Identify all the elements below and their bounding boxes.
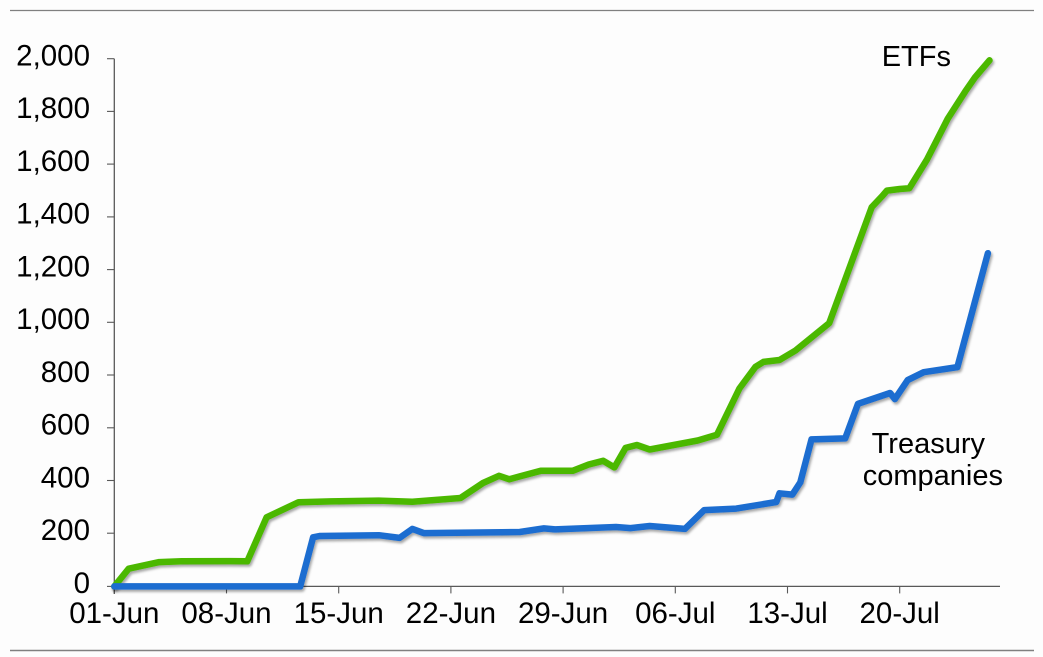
- svg-text:06-Jul: 06-Jul: [635, 597, 715, 630]
- svg-text:08-Jun: 08-Jun: [181, 597, 271, 630]
- svg-text:1,200: 1,200: [16, 250, 90, 283]
- svg-text:2,000: 2,000: [16, 40, 90, 73]
- svg-text:29-Jun: 29-Jun: [518, 597, 608, 630]
- svg-text:Treasury: Treasury: [872, 428, 986, 460]
- svg-text:15-Jun: 15-Jun: [294, 597, 384, 630]
- svg-text:22-Jun: 22-Jun: [406, 597, 496, 630]
- svg-text:1,400: 1,400: [16, 198, 90, 231]
- svg-text:200: 200: [41, 514, 90, 547]
- svg-text:400: 400: [41, 461, 90, 494]
- svg-text:13-Jul: 13-Jul: [747, 597, 827, 630]
- svg-text:ETFs: ETFs: [882, 41, 951, 73]
- svg-text:20-Jul: 20-Jul: [860, 597, 940, 630]
- svg-text:1,800: 1,800: [16, 92, 90, 125]
- svg-text:companies: companies: [863, 460, 1003, 492]
- svg-text:1,600: 1,600: [16, 145, 90, 178]
- svg-text:0: 0: [74, 567, 90, 600]
- svg-text:01-Jun: 01-Jun: [69, 597, 159, 630]
- svg-text:800: 800: [41, 356, 90, 389]
- svg-text:1,000: 1,000: [16, 303, 90, 336]
- svg-text:600: 600: [41, 409, 90, 442]
